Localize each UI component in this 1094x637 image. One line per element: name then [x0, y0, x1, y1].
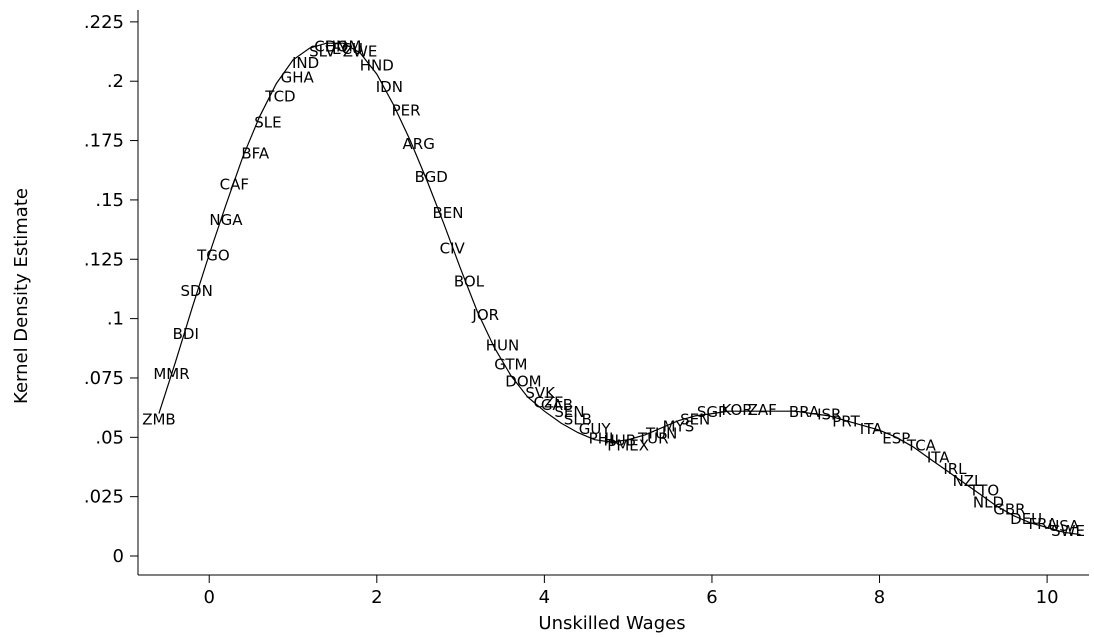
- point-label: BFA: [241, 144, 270, 162]
- point-label: ESP: [882, 429, 910, 447]
- point-label: TUN: [645, 425, 677, 443]
- x-tick-label: 8: [874, 587, 885, 608]
- point-label: JOR: [471, 306, 499, 324]
- point-label: TCD: [264, 87, 295, 105]
- y-ticks: 0 .025 .05 .075 .1 .125 .15 .175 .2 .225: [84, 12, 138, 567]
- point-label: SWE: [1051, 522, 1085, 540]
- y-tick-label: 0: [113, 546, 124, 567]
- point-label: TCA: [906, 436, 937, 454]
- point-label: SLE: [254, 114, 281, 132]
- point-label: CAF: [220, 175, 249, 193]
- point-label: ITA: [927, 448, 950, 466]
- y-tick-label: .05: [95, 427, 124, 448]
- x-tick-label: 4: [539, 587, 550, 608]
- point-label: TUR: [637, 429, 669, 447]
- point-label: MYS: [663, 417, 695, 435]
- point-label: NGA: [209, 211, 243, 229]
- y-tick-label: .2: [107, 71, 124, 92]
- y-tick-label: .125: [84, 249, 124, 270]
- point-label: BEN: [433, 204, 464, 222]
- point-label: TTO: [968, 482, 999, 500]
- point-label: MMR: [153, 365, 189, 383]
- point-label: SVK: [525, 384, 556, 402]
- point-label: ZWE: [343, 42, 378, 60]
- point-label: PMEX: [607, 436, 649, 454]
- density-curve: [158, 42, 1081, 536]
- point-label: TGO: [196, 247, 230, 265]
- y-tick-label: .075: [84, 368, 124, 389]
- point-label: HUB: [604, 432, 637, 450]
- point-label: NZL: [953, 472, 983, 490]
- point-label: SEN: [554, 403, 584, 421]
- point-label: GTM: [494, 356, 527, 374]
- x-tick-label: 10: [1036, 587, 1059, 608]
- point-label: CIV: [440, 239, 466, 257]
- point-label: ZAF: [748, 401, 777, 419]
- point-label: PRT: [832, 413, 860, 431]
- point-labels: ZMBMMRBDISDNTGONGACAFBFASLETCDGHAINDSLVC…: [142, 38, 1085, 540]
- point-label: GHA: [281, 68, 315, 86]
- point-label: USA: [1048, 517, 1080, 535]
- point-label: GAB: [541, 396, 573, 414]
- point-label: HND: [360, 57, 394, 75]
- y-tick-label: .15: [95, 190, 124, 211]
- point-label: IDN: [376, 78, 403, 96]
- point-label: GUY: [579, 420, 612, 438]
- point-label: ARG: [403, 135, 435, 153]
- point-label: PER: [392, 102, 421, 120]
- point-label: SDN: [181, 282, 213, 300]
- y-tick-label: .175: [84, 131, 124, 152]
- point-label: ITA: [860, 420, 883, 438]
- point-label: ISR: [817, 406, 841, 424]
- point-label: HUN: [486, 337, 519, 355]
- point-label: CHN: [314, 38, 347, 56]
- point-label: CZE: [533, 394, 563, 412]
- point-label: DOM: [325, 38, 361, 56]
- point-label: IRL: [943, 460, 967, 478]
- y-tick-label: .225: [84, 12, 124, 33]
- point-label: BDI: [173, 325, 199, 343]
- point-label: ZMB: [142, 410, 176, 428]
- x-ticks: 0 2 4 6 8 10: [203, 575, 1059, 608]
- point-label: KOR: [721, 401, 752, 419]
- point-label: BGD: [415, 168, 448, 186]
- point-label: ECU: [332, 40, 363, 58]
- point-label: GBR: [993, 501, 1025, 519]
- point-label: DOM: [505, 372, 541, 390]
- y-tick-label: .025: [84, 487, 124, 508]
- point-label: SGP: [697, 403, 727, 421]
- point-label: IND: [292, 54, 319, 72]
- point-label: SLB: [564, 410, 592, 428]
- point-label: NLD: [973, 493, 1004, 511]
- y-axis-title: Kernel Density Estimate: [11, 188, 32, 404]
- point-label: FRA: [1029, 515, 1058, 533]
- y-tick-label: .1: [107, 309, 124, 330]
- x-axis-title: Unskilled Wages: [538, 613, 685, 634]
- point-label: PHL: [589, 429, 618, 447]
- axes: [137, 10, 1089, 576]
- point-label: BRA: [789, 403, 820, 421]
- point-label: BOL: [454, 273, 485, 291]
- point-label: DEU: [1010, 510, 1042, 528]
- point-label: SEN: [680, 410, 710, 428]
- x-tick-label: 6: [706, 587, 717, 608]
- point-label: SLV: [309, 42, 336, 60]
- x-tick-label: 0: [203, 587, 214, 608]
- x-tick-label: 2: [371, 587, 382, 608]
